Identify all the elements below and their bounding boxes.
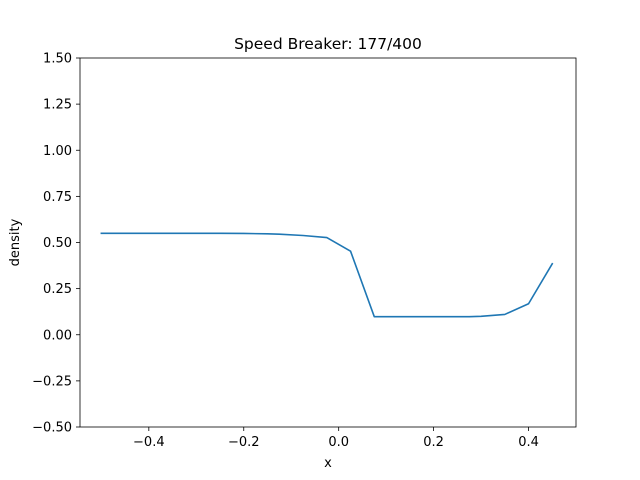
y-tick-label: 0.00	[43, 328, 72, 343]
x-tick-label: −0.2	[228, 435, 260, 450]
x-axis-ticks: −0.4 −0.2 0.0 0.2 0.4	[133, 427, 539, 450]
x-tick-label: 0.0	[328, 435, 349, 450]
y-tick-label: 1.25	[43, 98, 72, 113]
x-tick-label: 0.4	[518, 435, 539, 450]
y-tick-label: −0.50	[32, 421, 72, 436]
y-tick-label: 0.25	[43, 282, 72, 297]
plot-frame	[79, 57, 577, 428]
y-tick-label: 1.50	[43, 52, 72, 67]
y-tick-label: 1.00	[43, 144, 72, 159]
x-axis-label: x	[324, 456, 332, 471]
y-tick-label: 0.75	[43, 190, 72, 205]
x-tick-label: −0.4	[133, 435, 165, 450]
y-tick-label: −0.25	[32, 374, 72, 389]
y-axis-ticks: −0.50 −0.25 0.00 0.25 0.50 0.75 1.00 1.25 1.50	[32, 52, 80, 436]
series-line-1	[100, 232, 554, 318]
y-tick-label: 0.50	[43, 236, 72, 251]
series-layer	[100, 232, 554, 318]
x-tick-label: 0.2	[423, 435, 444, 450]
y-axis-label: density	[8, 218, 23, 266]
chart-title: Speed Breaker: 177/400	[234, 35, 422, 53]
plot-area	[80, 58, 576, 427]
